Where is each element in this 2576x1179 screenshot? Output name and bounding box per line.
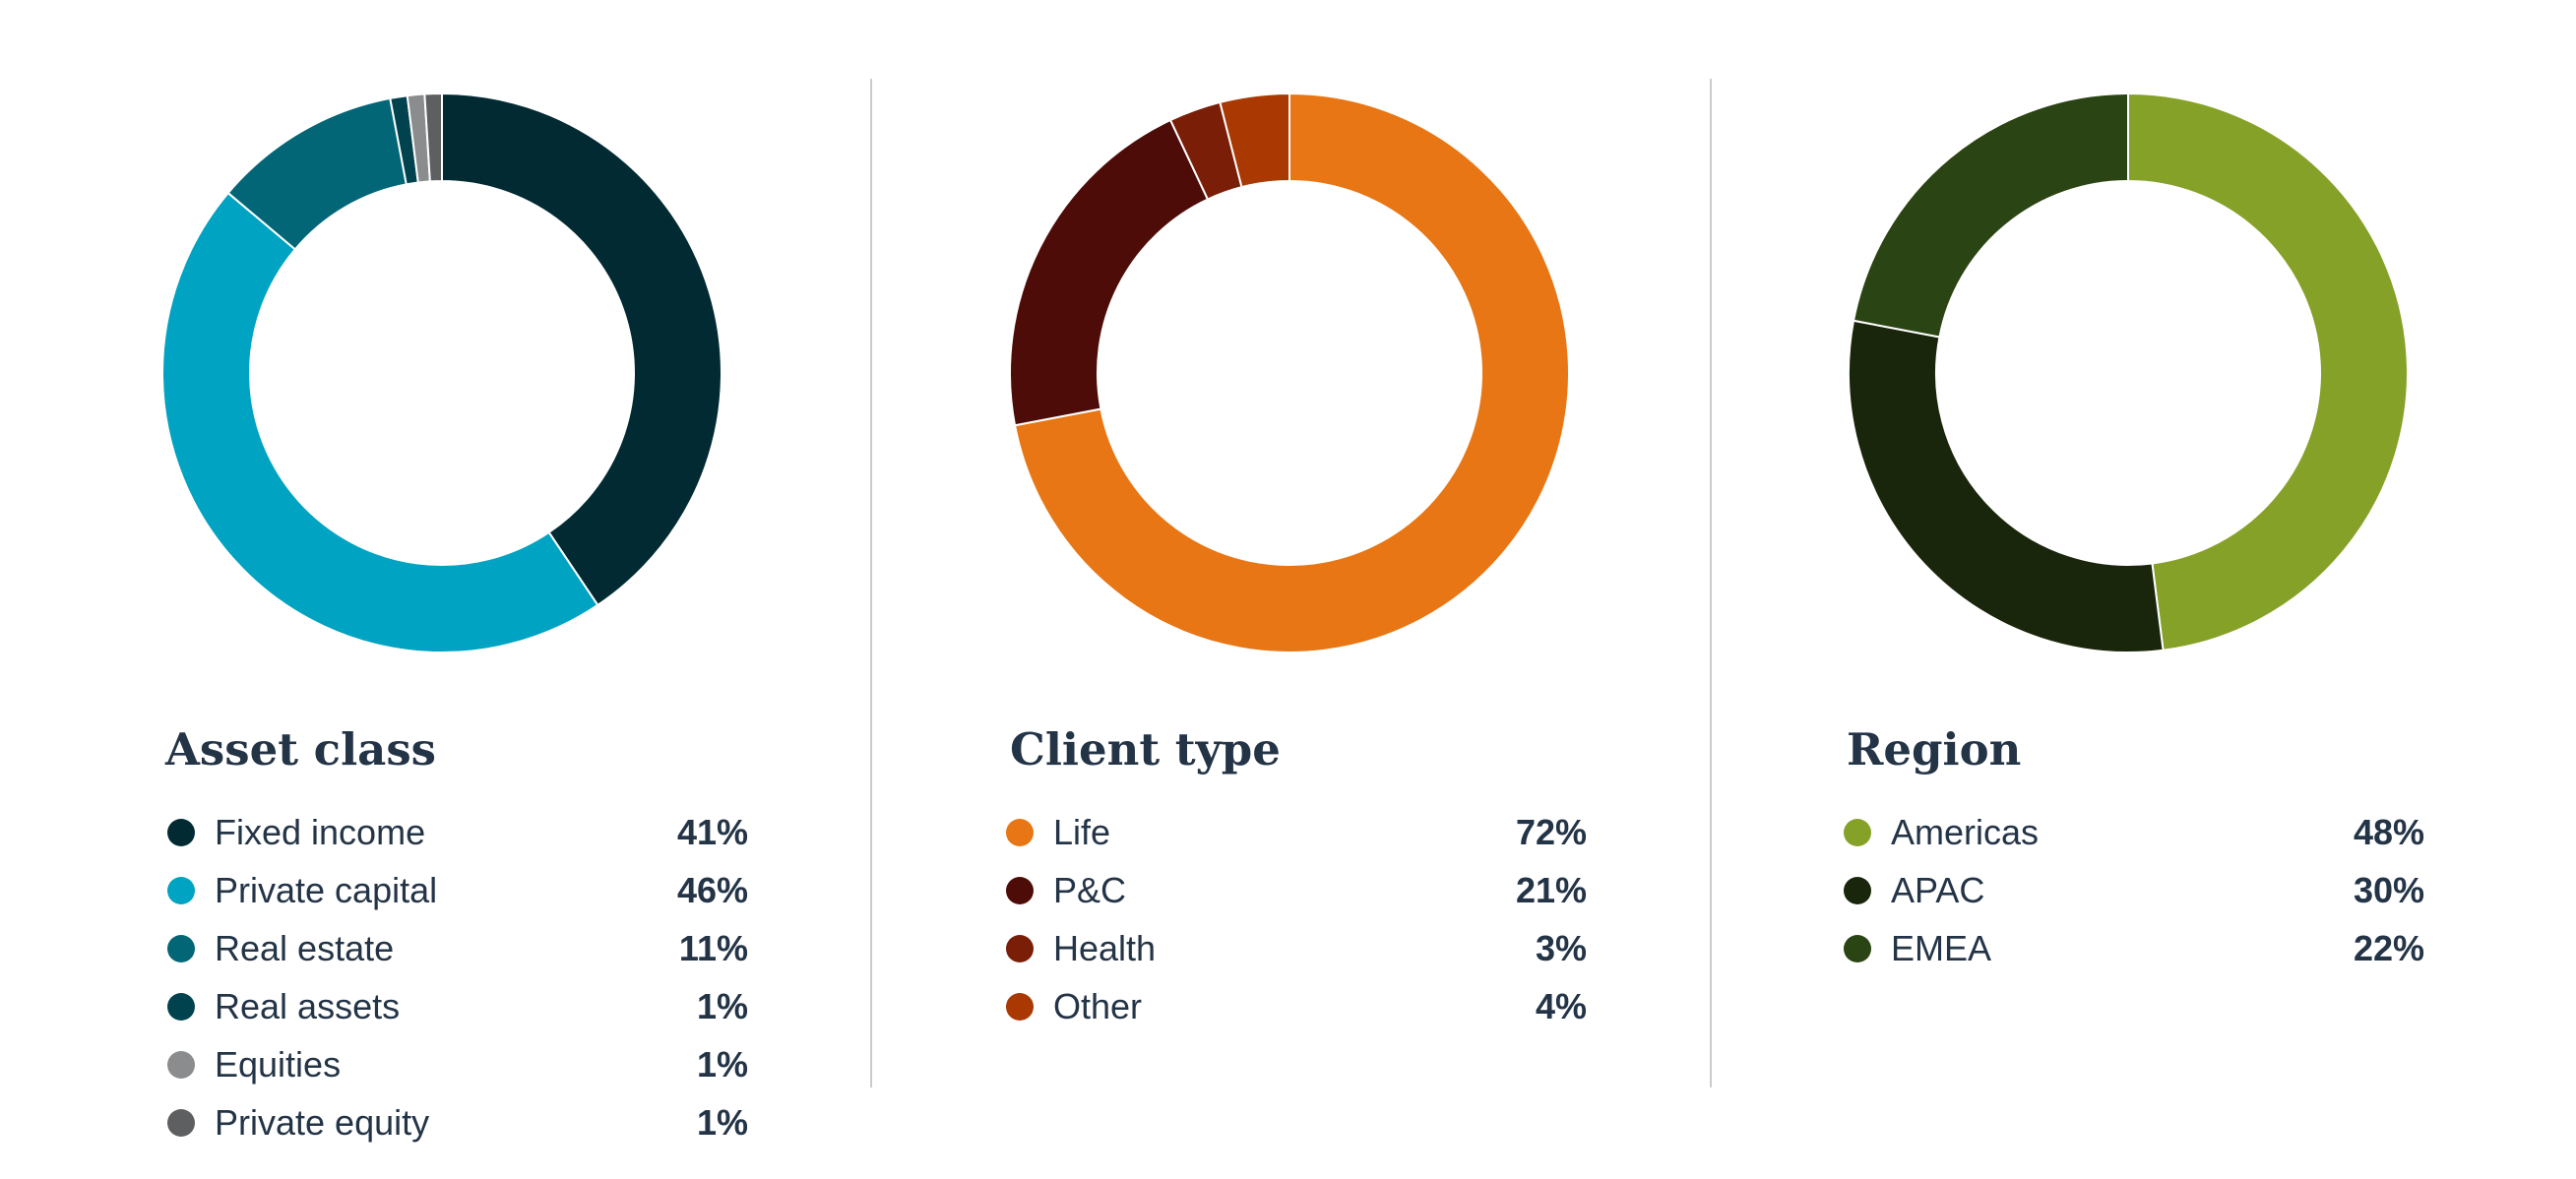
legend-swatch — [1006, 935, 1034, 962]
donut-segment-emea — [1852, 92, 2129, 339]
legend-value: 1% — [696, 1044, 748, 1085]
legend-asset-class: Fixed income 41% Private capital 46% Rea… — [167, 809, 748, 1157]
legend-label: Real estate — [215, 928, 395, 968]
legend-swatch — [167, 993, 195, 1021]
legend-swatch — [1844, 819, 1871, 846]
legend-swatch — [167, 935, 195, 962]
legend-label: Private capital — [215, 870, 438, 910]
legend-label: Life — [1053, 812, 1111, 852]
donut-chart-client-type — [1009, 92, 1570, 653]
chart-panel-asset-class: Asset class Fixed income 41% Private cap… — [0, 0, 847, 1179]
donut-chart-asset-class — [161, 92, 723, 653]
legend-label: Fixed income — [215, 812, 426, 852]
chart-title-client-type: Client type — [1010, 723, 1281, 776]
legend-value: 30% — [2353, 870, 2424, 910]
legend-swatch — [1006, 993, 1034, 1021]
legend-label: APAC — [1891, 870, 1985, 910]
legend-item: Real assets 1% — [167, 983, 748, 1041]
donut-segment-apac — [1848, 319, 2165, 653]
legend-label: Americas — [1891, 812, 2040, 852]
donut-segment-private-equity — [423, 92, 443, 183]
chart-title-region: Region — [1847, 723, 2022, 776]
legend-item: APAC 30% — [1844, 867, 2424, 925]
donut-segment-americas — [2127, 92, 2409, 652]
legend-value: 1% — [696, 1102, 748, 1143]
legend-item: Private equity 1% — [167, 1099, 748, 1157]
legend-value: 72% — [1515, 812, 1587, 852]
chart-panel-region: Region Americas 48% APAC 30% EMEA 22% — [1688, 0, 2535, 1179]
legend-item: P&C 21% — [1006, 867, 1587, 925]
donut-segment-life — [1013, 92, 1570, 653]
legend-client-type: Life 72% P&C 21% Health 3% Other 4% — [1006, 809, 1587, 1041]
legend-value: 46% — [676, 870, 748, 910]
legend-region: Americas 48% APAC 30% EMEA 22% — [1844, 809, 2424, 983]
legend-item: Other 4% — [1006, 983, 1587, 1041]
legend-label: Equities — [215, 1044, 342, 1085]
panel-divider — [1710, 79, 1712, 1087]
legend-label: P&C — [1053, 870, 1127, 910]
legend-swatch — [167, 1051, 195, 1079]
donut-segment-p-c — [1009, 118, 1210, 427]
chart-panel-client-type: Client type Life 72% P&C 21% Health 3% O… — [847, 0, 1693, 1179]
legend-value: 48% — [2353, 812, 2424, 852]
legend-item: Fixed income 41% — [167, 809, 748, 867]
donut-chart-region — [1848, 92, 2409, 653]
legend-value: 21% — [1515, 870, 1587, 910]
legend-value: 11% — [678, 928, 748, 968]
legend-label: Health — [1053, 928, 1157, 968]
legend-item: Real estate 11% — [167, 925, 748, 983]
legend-value: 41% — [676, 812, 748, 852]
legend-label: Other — [1053, 986, 1143, 1026]
legend-item: EMEA 22% — [1844, 925, 2424, 983]
legend-item: Health 3% — [1006, 925, 1587, 983]
legend-value: 3% — [1535, 928, 1587, 968]
legend-item: Private capital 46% — [167, 867, 748, 925]
legend-label: Private equity — [215, 1102, 430, 1143]
legend-swatch — [1006, 877, 1034, 904]
legend-swatch — [1006, 819, 1034, 846]
legend-swatch — [167, 1109, 195, 1137]
legend-swatch — [167, 877, 195, 904]
legend-swatch — [167, 819, 195, 846]
chart-title-asset-class: Asset class — [165, 723, 436, 776]
legend-value: 1% — [696, 986, 748, 1026]
legend-value: 4% — [1535, 986, 1587, 1026]
donut-segment-private-capital — [161, 191, 599, 653]
legend-label: Real assets — [215, 986, 401, 1026]
legend-item: Equities 1% — [167, 1041, 748, 1099]
legend-swatch — [1844, 935, 1871, 962]
legend-swatch — [1844, 877, 1871, 904]
panel-divider — [870, 79, 872, 1087]
legend-item: Life 72% — [1006, 809, 1587, 867]
donut-segment-other — [1219, 92, 1290, 189]
legend-value: 22% — [2353, 928, 2424, 968]
legend-label: EMEA — [1891, 928, 1992, 968]
legend-item: Americas 48% — [1844, 809, 2424, 867]
donut-segment-fixed-income — [441, 92, 723, 607]
